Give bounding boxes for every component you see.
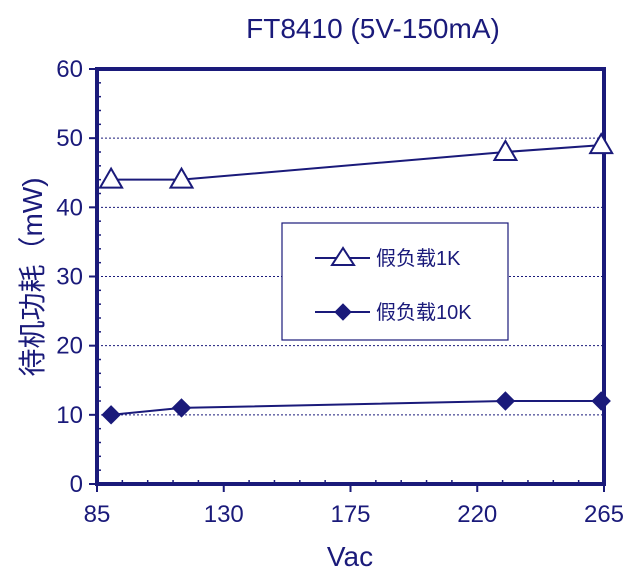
legend-box xyxy=(281,222,509,341)
y-tick-label-50: 50 xyxy=(56,125,83,152)
x-tick-labels: 85 130 175 220 265 xyxy=(84,501,624,528)
y-tick-label-20: 20 xyxy=(56,333,83,360)
legend-label-10k: 假负载10K xyxy=(376,301,472,324)
series-1-point-1 xyxy=(171,398,192,418)
y-tick-label-60: 60 xyxy=(56,56,83,83)
series-0-point-0 xyxy=(98,166,124,189)
legend: 假负载1K 假负载10K xyxy=(281,222,509,341)
series-line-0 xyxy=(111,144,602,181)
y-tick-label-0: 0 xyxy=(70,471,83,498)
series-layer xyxy=(98,132,614,425)
y-axis-label: 待机功耗（mW) xyxy=(17,177,48,376)
x-tick-label-130: 130 xyxy=(204,501,244,528)
series-line-1 xyxy=(110,400,602,416)
x-tick-label-220: 220 xyxy=(457,501,497,528)
legend-marker-10k-diamond xyxy=(334,303,352,321)
x-axis-label: Vac xyxy=(327,541,373,572)
series-1-point-0 xyxy=(101,405,121,425)
y-tick-label-30: 30 xyxy=(56,264,83,291)
y-tick-label-10: 10 xyxy=(56,402,83,429)
plot-border xyxy=(95,67,606,486)
series-1-point-3 xyxy=(591,391,611,411)
legend-label-1k: 假负载1K xyxy=(376,247,461,270)
series-0-point-1 xyxy=(168,166,195,189)
series-1-point-2 xyxy=(495,391,516,411)
series-0-point-3 xyxy=(588,132,614,155)
plot-frame xyxy=(95,67,606,486)
legend-marker-1k-triangle xyxy=(330,246,356,266)
y-tick-labels: 0 10 20 30 40 50 60 xyxy=(56,56,83,498)
series-0-point-2 xyxy=(492,139,519,161)
x-tick-label-265: 265 xyxy=(584,501,624,528)
y-tick-label-40: 40 xyxy=(56,194,83,221)
x-tick-label-85: 85 xyxy=(84,501,111,528)
x-tick-label-175: 175 xyxy=(330,501,370,528)
chart-title: FT8410 (5V-150mA) xyxy=(246,13,500,44)
